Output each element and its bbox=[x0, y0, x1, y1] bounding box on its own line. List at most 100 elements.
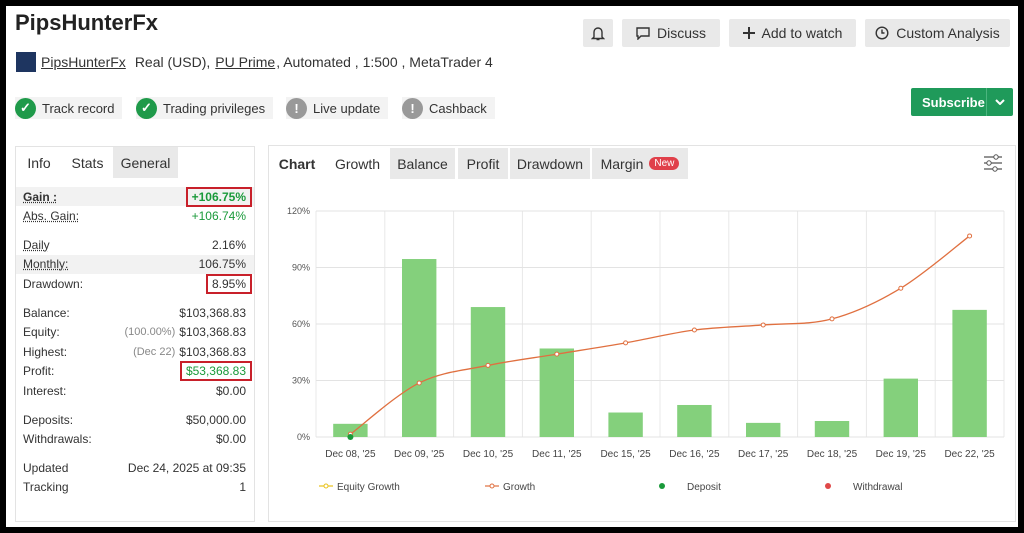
stat-row: Monthly: 106.75% bbox=[16, 254, 254, 274]
x-tick-label: Dec 09, '25 bbox=[394, 449, 445, 460]
clock-icon bbox=[875, 26, 889, 40]
stat-value: (100.00%) $103,368.83 bbox=[125, 325, 247, 339]
broker-link[interactable]: PU Prime bbox=[215, 54, 276, 70]
check-icon: ✓ bbox=[136, 97, 157, 119]
stat-label: Updated bbox=[23, 460, 69, 475]
stat-number: $103,368.83 bbox=[179, 325, 246, 340]
chart-panel: Chart Growth Balance Profit Drawdown Margin Ne… bbox=[268, 145, 1016, 522]
stat-number: $103,368.83 bbox=[179, 344, 246, 359]
stat-value: 8.95% bbox=[205, 273, 252, 294]
stat-number: $50,000.00 bbox=[185, 412, 246, 427]
x-tick-label: Dec 17, '25 bbox=[738, 449, 789, 460]
stat-value: $0.00 bbox=[216, 384, 246, 398]
stat-number: 8.95% bbox=[211, 276, 246, 291]
legend-label: Growth bbox=[503, 482, 535, 493]
growth-point bbox=[485, 362, 491, 368]
stat-row: Gain : +106.75% bbox=[16, 186, 254, 207]
badge: ! Live update bbox=[286, 97, 389, 119]
badge-label: Trading privileges bbox=[163, 100, 266, 116]
chart-tab[interactable]: Margin New bbox=[592, 148, 688, 179]
watch-button[interactable]: Add to watch bbox=[729, 19, 856, 47]
notify-button[interactable] bbox=[583, 19, 613, 47]
badge: ✓ Trading privileges bbox=[136, 97, 274, 119]
stat-value: $103,368.83 bbox=[179, 306, 246, 320]
stat-value: $50,000.00 bbox=[186, 413, 246, 427]
page-title: PipsHunterFx bbox=[15, 10, 159, 35]
chart-tab[interactable]: Growth bbox=[327, 148, 388, 179]
badge-label: Live update bbox=[313, 100, 381, 116]
stats-tab[interactable]: General bbox=[113, 147, 178, 178]
growth-point bbox=[623, 340, 629, 346]
bar bbox=[677, 404, 712, 437]
stat-number: +106.75% bbox=[191, 189, 246, 204]
stat-value: 2.16% bbox=[212, 238, 246, 252]
growth-point bbox=[829, 316, 835, 322]
chart-tab[interactable]: Drawdown bbox=[510, 148, 590, 179]
button-label: Discuss bbox=[656, 25, 706, 41]
y-tick-label: 60% bbox=[292, 319, 310, 329]
stat-label: Daily bbox=[23, 237, 50, 252]
tab-label: Chart bbox=[278, 155, 316, 172]
account-type: Real (USD), bbox=[134, 54, 211, 70]
stat-note: (Dec 22) bbox=[133, 345, 176, 358]
subscribe-button[interactable]: Subscribe bbox=[911, 88, 1013, 116]
stat-value: Dec 24, 2025 at 09:35 bbox=[128, 461, 246, 475]
stat-row: Profit: $53,368.83 bbox=[16, 361, 254, 382]
chart-tab[interactable]: Chart bbox=[269, 148, 325, 179]
stat-value: $53,368.83 bbox=[179, 361, 252, 382]
stat-row: Equity: (100.00%) $103,368.83 bbox=[16, 323, 254, 342]
stat-number: 1 bbox=[239, 480, 246, 495]
legend-marker bbox=[825, 483, 831, 489]
stat-number: $0.00 bbox=[215, 432, 246, 447]
legend-marker bbox=[489, 483, 495, 489]
chat-icon bbox=[636, 26, 650, 40]
button-label: Custom Analysis bbox=[896, 25, 1000, 41]
stats-tab[interactable]: Stats bbox=[63, 147, 112, 178]
stat-number: 2.16% bbox=[211, 237, 246, 252]
growth-point bbox=[967, 233, 973, 239]
bar bbox=[952, 309, 987, 437]
settings-icon[interactable] bbox=[983, 154, 1003, 172]
chart-tab[interactable]: Balance bbox=[390, 148, 455, 179]
legend-label: Deposit bbox=[687, 482, 721, 493]
stats-panel: Info Stats General Gain : +106.75% Abs. Gain:… bbox=[15, 146, 255, 522]
account-line: PipsHunterFx Real (USD), PU Prime , Auto… bbox=[41, 54, 493, 70]
stat-row: Balance: $103,368.83 bbox=[16, 303, 254, 322]
tab-label: Drawdown bbox=[516, 155, 584, 172]
legend-label: Equity Growth bbox=[337, 482, 400, 493]
account-link[interactable]: PipsHunterFx bbox=[41, 54, 126, 70]
x-tick-label: Dec 19, '25 bbox=[876, 449, 927, 460]
tab-label: Balance bbox=[397, 155, 448, 172]
stat-row: Interest: $0.00 bbox=[16, 381, 254, 400]
stat-label: Balance: bbox=[23, 305, 70, 320]
discuss-button[interactable]: Discuss bbox=[622, 19, 720, 47]
analysis-button[interactable]: Custom Analysis bbox=[865, 19, 1010, 47]
page: PipsHunterFx Discuss Add to watch Custom… bbox=[6, 6, 1018, 527]
growth-point bbox=[554, 351, 560, 357]
stat-number: +106.74% bbox=[191, 209, 246, 224]
bar bbox=[814, 420, 850, 437]
tab-label: Growth bbox=[334, 155, 381, 172]
info-icon: ! bbox=[402, 97, 423, 119]
stat-row: Withdrawals: $0.00 bbox=[16, 430, 254, 449]
chart: 0% 30% 60% 90% 120% Dec 08, '25 Dec 09, '25 Dec… bbox=[287, 206, 1005, 493]
y-tick-label: 90% bbox=[292, 263, 310, 273]
stat-row: Drawdown: 8.95% bbox=[16, 273, 254, 294]
x-tick-label: Dec 10, '25 bbox=[463, 449, 514, 460]
growth-line bbox=[350, 235, 970, 435]
stat-value: $0.00 bbox=[216, 432, 246, 446]
info-icon: ! bbox=[286, 97, 307, 119]
stat-value: 1 bbox=[239, 480, 246, 494]
subscribe-dropdown[interactable] bbox=[986, 88, 1013, 116]
chevron-icon bbox=[995, 99, 1005, 105]
stat-row: Highest: (Dec 22) $103,368.83 bbox=[16, 342, 254, 361]
stats-tab[interactable]: Info bbox=[18, 147, 60, 178]
deposit-point bbox=[347, 434, 354, 440]
y-tick-label: 0% bbox=[297, 432, 310, 442]
stat-number: 106.75% bbox=[198, 257, 246, 272]
chart-tab[interactable]: Profit bbox=[458, 148, 508, 179]
stat-label: Drawdown: bbox=[23, 276, 84, 291]
check-icon: ✓ bbox=[15, 97, 36, 119]
stat-label: Equity: bbox=[23, 325, 60, 340]
